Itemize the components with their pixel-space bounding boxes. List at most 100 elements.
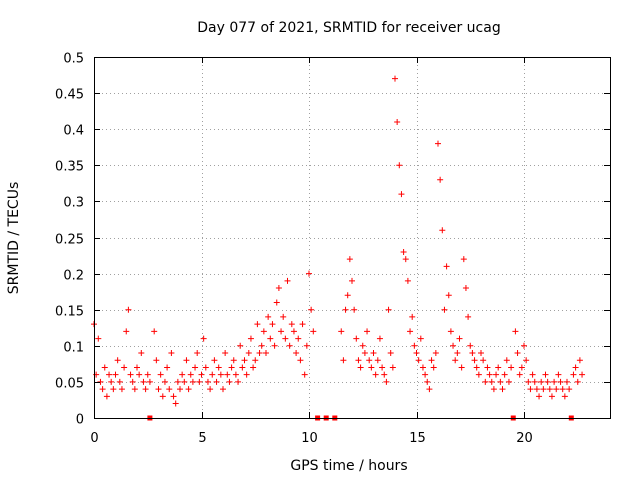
data-point [121,364,128,371]
data-point [370,350,377,357]
data-point [271,342,278,349]
data-point [514,350,521,357]
y-tick-label: 0.3 [63,196,84,211]
data-point [338,328,345,335]
data-point [217,371,224,378]
data-point [430,364,437,371]
data-point [368,364,375,371]
data-point [473,364,480,371]
data-point [458,364,465,371]
axis-ticks: 0 0.05 0.1 0.15 0.2 0.25 0.3 0.35 0.4 0.45 0.5 0 5 10… [55,52,610,446]
data-point [441,306,448,313]
y-tick-label: 0.2 [63,269,84,284]
data-point [245,350,252,357]
data-point [252,357,259,364]
data-point [183,357,190,364]
data-point [189,378,196,385]
data-point [559,386,566,393]
data-point [297,357,304,364]
data-point [275,285,282,292]
data-point [533,386,540,393]
data-point [546,386,553,393]
data-point [570,371,577,378]
data-point [387,350,394,357]
data-point [157,371,164,378]
data-point [521,342,527,349]
data-point [204,378,211,385]
data-point [153,357,160,364]
data-point [106,371,113,378]
data-point [415,357,422,364]
data-point [155,386,162,393]
y-axis-label: SRMTID / TECUs [6,182,22,295]
data-point [540,386,547,393]
data-point [527,386,534,393]
x-tick-label: 5 [198,431,206,446]
data-point [303,342,310,349]
grid-lines [94,57,610,418]
data-point [351,306,358,313]
data-point [374,357,381,364]
data-point [228,364,235,371]
data-point [355,357,362,364]
data-point [404,277,411,284]
data-point [232,371,239,378]
data-point [447,328,454,335]
data-point [385,306,392,313]
data-point [497,378,504,385]
data-point [209,371,216,378]
data-point [220,386,226,393]
data-point [542,371,549,378]
x-tick-label: 10 [301,431,318,446]
data-point [484,364,491,371]
data-point [505,378,512,385]
data-point [215,364,222,371]
data-point [564,378,570,385]
chart-title: Day 077 of 2021, SRMTID for receiver uca… [197,20,500,36]
data-point [432,350,439,357]
data-point [361,350,368,357]
data-point [452,357,459,364]
data-point [576,357,583,364]
data-point [112,371,119,378]
data-point [574,378,581,385]
data-point [488,378,495,385]
data-point [99,386,106,393]
data-point [493,371,500,378]
y-tick-label: 0 [76,413,84,428]
data-point [181,378,188,385]
data-point [116,378,123,385]
data-point [435,140,441,147]
data-point [131,386,138,393]
data-point [357,364,364,371]
data-point [138,350,145,357]
data-point [250,364,257,371]
data-point [284,277,291,284]
y-tick-label: 0.5 [63,52,84,67]
data-point [394,118,401,125]
y-tick-label: 0.25 [55,233,84,248]
data-point [366,357,373,364]
data-point [439,227,446,234]
data-point [346,256,353,263]
data-point [142,386,149,393]
data-point [419,364,426,371]
data-point [187,371,194,378]
data-point [467,342,474,349]
data-point [465,313,472,320]
data-point [125,306,132,313]
y-tick-label: 0.15 [55,305,84,320]
data-point [192,364,199,371]
data-point [523,357,530,364]
data-point [478,350,484,357]
data-point [273,299,280,306]
data-point [247,335,254,342]
data-point [396,162,403,169]
data-point [557,378,564,385]
data-point [174,378,181,385]
data-point [110,386,117,393]
data-point [166,386,173,393]
data-point [293,350,300,357]
data-point [553,386,560,393]
